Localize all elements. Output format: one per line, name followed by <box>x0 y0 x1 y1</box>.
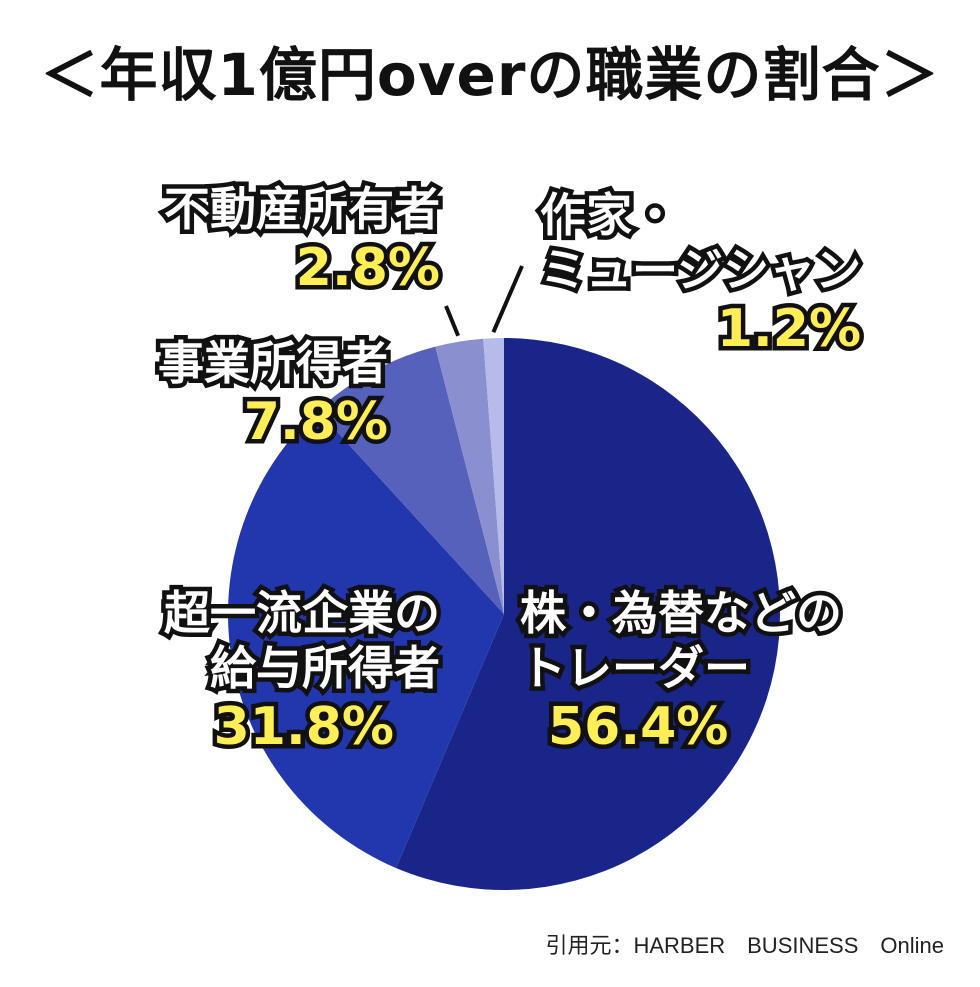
slice-value-trader: 56.4% <box>544 693 733 762</box>
slice-name-business: 事業所得者 <box>154 331 393 394</box>
slice-label-business: 事業所得者 7.8% <box>154 331 393 457</box>
slice-value-writer: 1.2% <box>712 295 865 364</box>
pie-slices <box>228 338 780 890</box>
slice-name-corporate-line2: 給与所得者 <box>206 637 445 700</box>
slice-name-corporate-line1: 超一流企業の <box>160 581 445 644</box>
slice-name-writer-line1: 作家・ <box>535 183 682 246</box>
slice-value-realestate: 2.8% <box>291 234 444 303</box>
slice-corporate <box>228 410 504 868</box>
slice-writer <box>483 338 504 614</box>
slice-realestate <box>435 338 504 614</box>
slice-name-realestate: 不動産所有者 <box>160 177 445 240</box>
leader-line-writer <box>491 265 524 333</box>
slice-value-business: 7.8% <box>239 388 392 457</box>
slice-name-trader-line1: 株・為替などの <box>516 581 847 644</box>
chart-title: ＜年収1億円overの職業の割合＞ <box>40 41 940 109</box>
slice-label-writer: 作家・ ミュージシャン 1.2% <box>535 183 865 364</box>
slice-label-realestate: 不動産所有者 2.8% <box>160 177 445 303</box>
slice-trader <box>395 338 780 890</box>
leader-line-realestate <box>444 305 460 337</box>
slice-label-trader: 株・為替などの トレーダー 56.4% <box>516 581 847 762</box>
slice-name-trader-line2: トレーダー <box>516 637 755 700</box>
slice-label-corporate: 超一流企業の 給与所得者 31.8% <box>160 581 445 762</box>
slice-value-corporate: 31.8% <box>209 693 398 762</box>
slice-business <box>317 346 504 614</box>
leader-lines <box>444 265 524 337</box>
source-credit: 引用元：HARBER BUSINESS Online <box>545 933 944 958</box>
slice-name-writer-line2: ミュージシャン <box>535 239 865 302</box>
